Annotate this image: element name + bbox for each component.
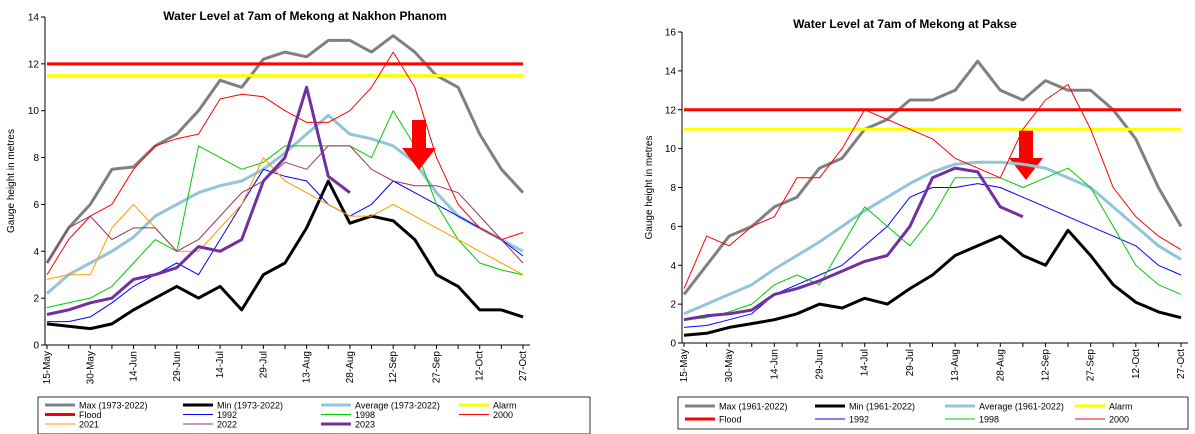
- x-tick-label: 27-Sep: [431, 351, 442, 384]
- series-line: [682, 59, 1183, 296]
- y-axis-label: Gauge height in metres: [644, 136, 655, 240]
- series-line: [47, 168, 524, 323]
- x-tick-label: 29-Jul: [905, 349, 916, 376]
- series-line: [683, 160, 1182, 316]
- chart-title: Water Level at 7am of Mekong at Pakse: [793, 17, 1017, 31]
- legend-label: 1998: [979, 415, 999, 425]
- legend-label: Flood: [79, 410, 102, 420]
- legend-label: Average (1973-2022): [355, 401, 440, 411]
- x-tick-label: 28-Aug: [995, 349, 1006, 381]
- y-tick-label: 16: [665, 28, 677, 39]
- y-tick-label: 4: [33, 247, 39, 258]
- legend-label: Min (1973-2022): [217, 401, 283, 411]
- y-tick-label: 12: [665, 105, 677, 116]
- x-tick-label: 12-Oct: [475, 351, 486, 381]
- legend-label: Average (1961-2022): [979, 402, 1064, 412]
- x-tick-label: 14-Jul: [215, 351, 226, 378]
- y-tick-label: 12: [28, 59, 40, 70]
- series-line: [45, 34, 525, 264]
- series-line: [683, 167, 1182, 321]
- x-tick-label: 15-May: [42, 351, 53, 384]
- legend-label: 2022: [217, 420, 237, 430]
- legend-label: 1992: [217, 410, 237, 420]
- legend-label: 2023: [355, 420, 375, 430]
- legend-label: 2021: [79, 420, 99, 430]
- series-line: [46, 110, 524, 308]
- x-tick-label: 29-Jun: [815, 349, 826, 380]
- series-line: [46, 85, 351, 316]
- x-tick-label: 12-Oct: [1131, 349, 1142, 379]
- legend-label: Alarm: [493, 401, 517, 411]
- y-tick-label: 10: [28, 106, 40, 117]
- legend-label: 1992: [849, 415, 869, 425]
- legend-box: [677, 396, 1189, 430]
- x-tick-label: 14-Jul: [860, 349, 871, 376]
- x-tick-label: 27-Sep: [1086, 349, 1097, 382]
- x-tick-label: 12-Sep: [1040, 349, 1051, 382]
- x-tick-label: 29-Jun: [172, 351, 183, 382]
- y-tick-label: 6: [670, 222, 676, 233]
- legend-label: Max (1961-2022): [719, 402, 788, 412]
- y-tick-label: 4: [670, 261, 676, 272]
- series-line: [46, 179, 524, 331]
- x-tick-label: 27-Oct: [1176, 349, 1187, 379]
- legend-label: Max (1973-2022): [79, 401, 148, 411]
- x-tick-label: 30-May: [724, 349, 735, 382]
- y-tick-label: 2: [670, 300, 676, 311]
- series-line: [683, 228, 1182, 337]
- y-tick-label: 14: [28, 13, 40, 24]
- y-tick-label: 0: [670, 339, 676, 350]
- x-tick-label: 14-Jun: [129, 351, 140, 382]
- x-tick-label: 13-Aug: [950, 349, 961, 381]
- x-tick-label: 29-Jul: [258, 351, 269, 378]
- series-line: [46, 157, 524, 280]
- series-line: [683, 166, 1024, 322]
- series-line: [683, 84, 1182, 289]
- x-tick-label: 14-Jun: [769, 349, 780, 380]
- legend-label: Min (1961-2022): [849, 402, 915, 412]
- series-line: [46, 51, 524, 275]
- legend-label: Alarm: [1109, 402, 1133, 412]
- legend-label: Flood: [719, 415, 742, 425]
- legend-box: [37, 396, 591, 434]
- y-tick-label: 2: [33, 294, 39, 305]
- x-tick-label: 30-May: [85, 351, 96, 384]
- legend-label: 2000: [493, 410, 513, 420]
- series-line: [46, 145, 524, 264]
- x-tick-label: 13-Aug: [302, 351, 313, 383]
- y-tick-label: 8: [670, 183, 676, 194]
- series-line: [46, 113, 524, 295]
- legend-label: 2000: [1109, 415, 1129, 425]
- y-tick-label: 10: [665, 144, 677, 155]
- y-axis-label: Gauge height in metres: [6, 129, 17, 233]
- arrow: [1009, 130, 1043, 180]
- y-tick-label: 14: [665, 66, 677, 77]
- x-tick-label: 28-Aug: [345, 351, 356, 383]
- x-tick-label: 27-Oct: [518, 351, 529, 381]
- arrow: [402, 120, 436, 170]
- y-tick-label: 0: [33, 341, 39, 352]
- chart-title: Water Level at 7am of Mekong at Nakhon P…: [163, 9, 447, 23]
- x-tick-label: 12-Sep: [388, 351, 399, 384]
- y-tick-label: 8: [33, 153, 39, 164]
- y-tick-label: 6: [33, 200, 39, 211]
- legend-label: 1998: [355, 410, 375, 420]
- x-tick-label: 15-May: [679, 349, 690, 382]
